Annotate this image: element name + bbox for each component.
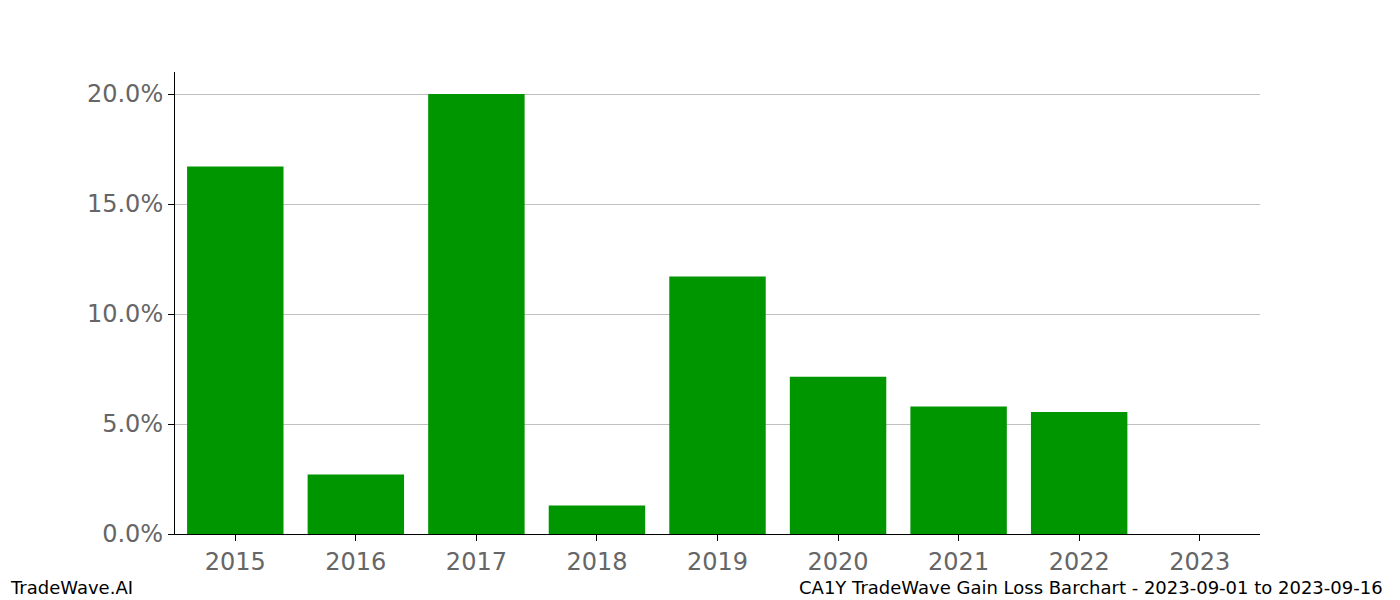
svg-text:CA1Y TradeWave Gain Loss Barch: CA1Y TradeWave Gain Loss Barchart - 2023… [799, 577, 1383, 598]
svg-text:10.0%: 10.0% [87, 300, 163, 328]
svg-text:2015: 2015 [205, 548, 266, 576]
svg-text:2021: 2021 [928, 548, 989, 576]
svg-text:2019: 2019 [687, 548, 748, 576]
svg-text:TradeWave.AI: TradeWave.AI [10, 577, 133, 598]
svg-text:20.0%: 20.0% [87, 80, 163, 108]
svg-text:2023: 2023 [1169, 548, 1230, 576]
svg-text:5.0%: 5.0% [102, 410, 163, 438]
svg-text:0.0%: 0.0% [102, 520, 163, 548]
svg-text:2017: 2017 [446, 548, 507, 576]
svg-text:2018: 2018 [566, 548, 627, 576]
svg-text:2016: 2016 [325, 548, 386, 576]
svg-text:15.0%: 15.0% [87, 190, 163, 218]
svg-text:2022: 2022 [1049, 548, 1110, 576]
svg-text:2020: 2020 [808, 548, 869, 576]
